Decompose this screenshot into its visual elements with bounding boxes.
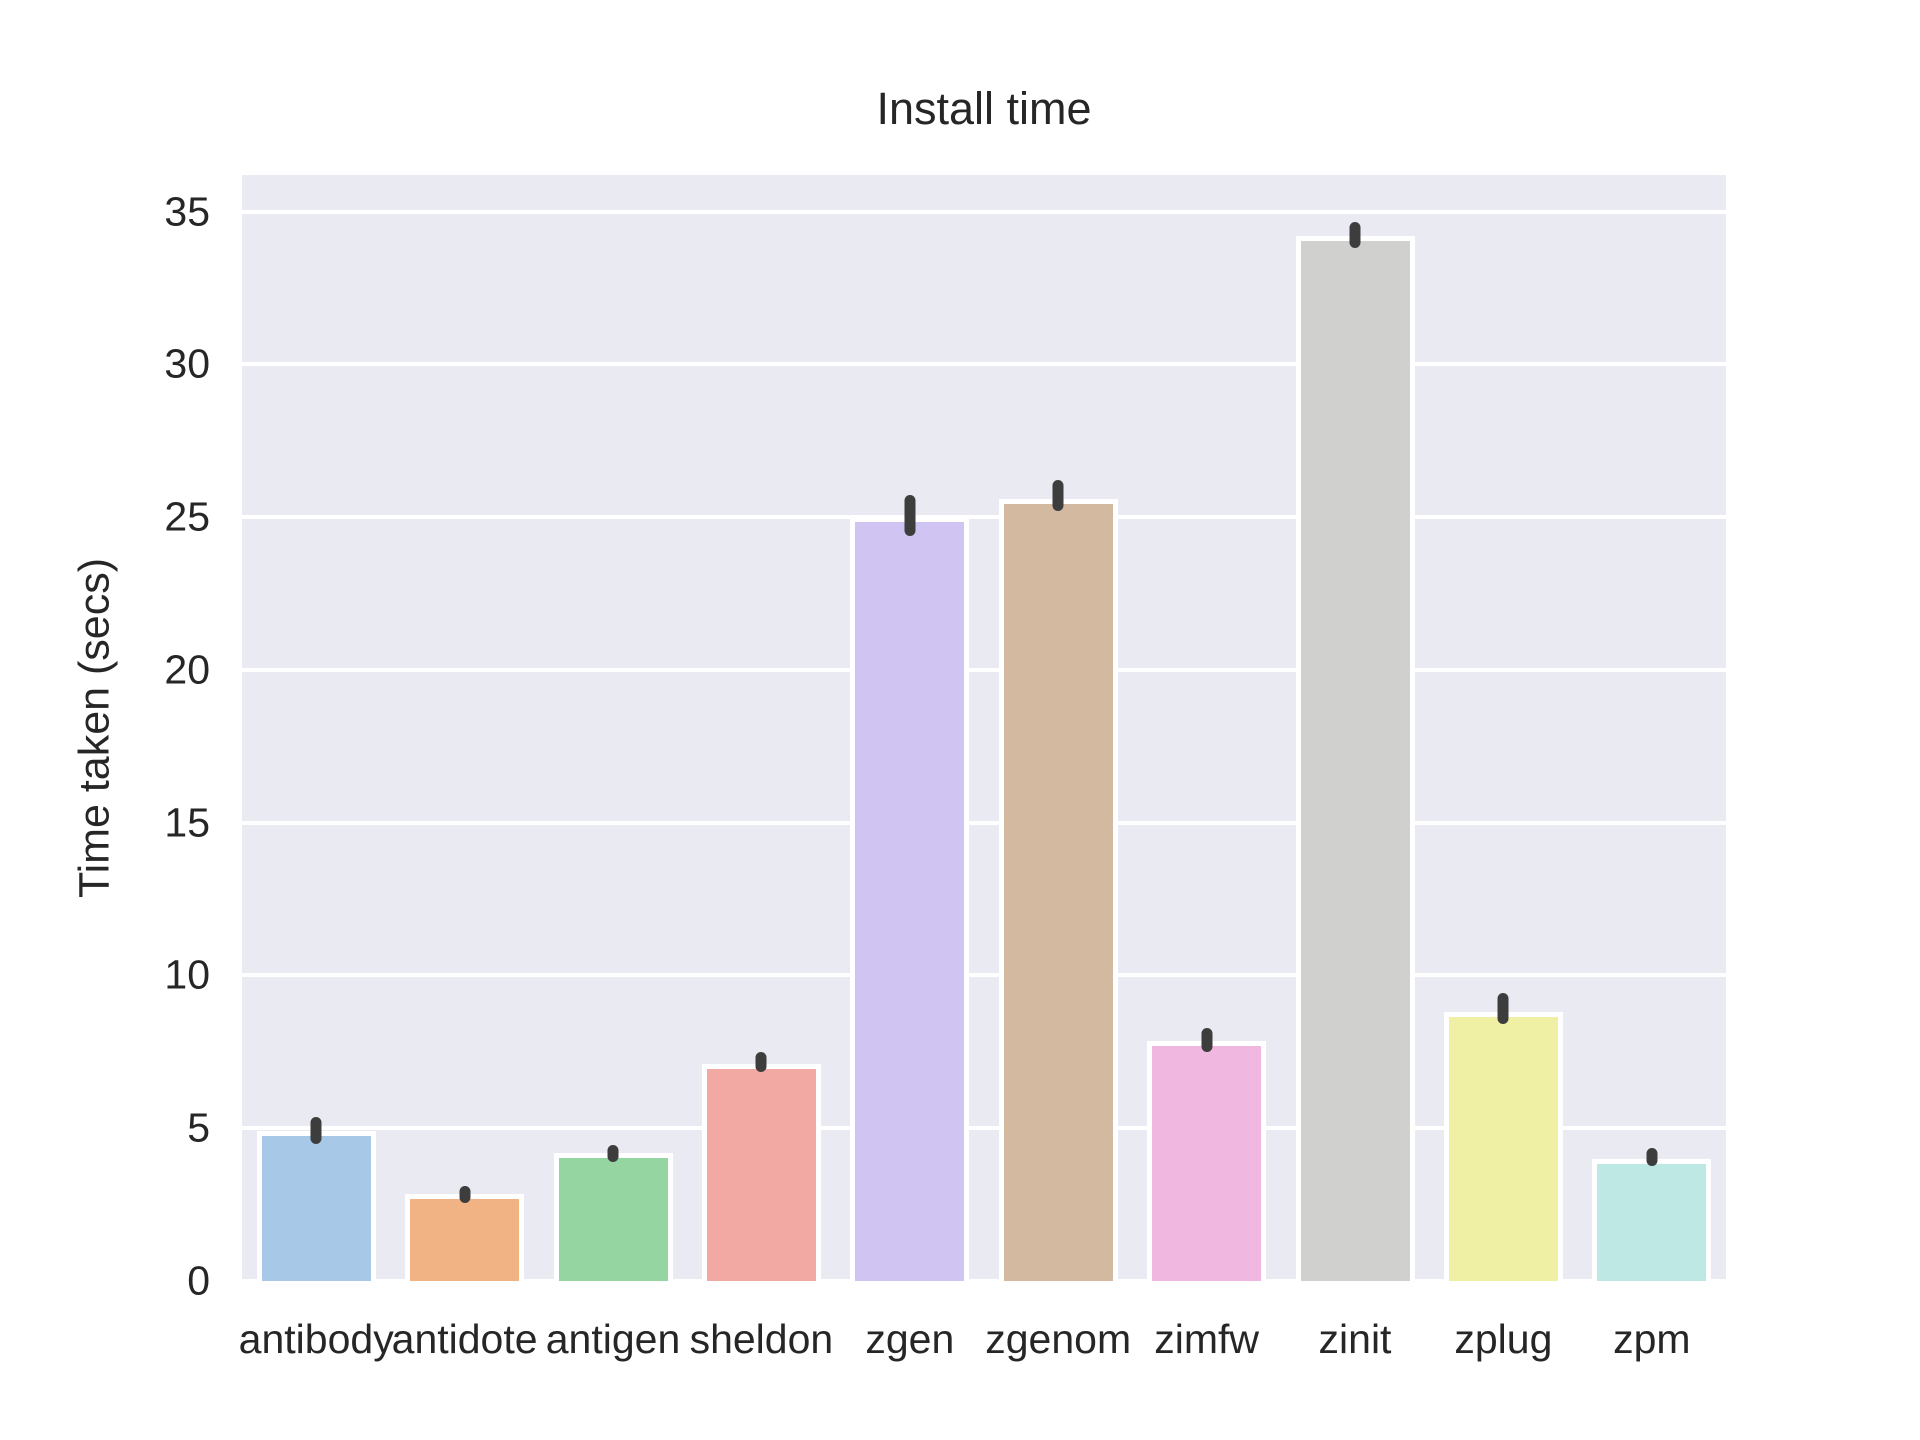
bar-zgen — [850, 517, 969, 1281]
y-tick-label-0: 0 — [187, 1257, 210, 1304]
error-bar-zgenom — [1052, 480, 1064, 511]
error-bar-zpm — [1646, 1148, 1658, 1166]
x-tick-label-zgenom: zgenom — [985, 1316, 1132, 1362]
bar-zplug — [1444, 1012, 1563, 1281]
bar-zimfw — [1147, 1041, 1266, 1281]
error-bar-zplug — [1497, 993, 1509, 1024]
x-tick-label-zinit: zinit — [1318, 1316, 1392, 1362]
x-tick-label-zgen: zgen — [865, 1316, 955, 1362]
error-bar-sheldon — [755, 1052, 767, 1072]
gridline-y-30 — [242, 362, 1726, 367]
x-tick-label-antigen: antigen — [545, 1316, 681, 1362]
gridline-y-35 — [242, 209, 1726, 214]
bar-antidote — [405, 1194, 524, 1281]
error-bar-zimfw — [1201, 1028, 1213, 1052]
error-bar-zgen — [904, 495, 916, 536]
y-tick-label-15: 15 — [164, 799, 210, 846]
x-tick-label-sheldon: sheldon — [689, 1316, 834, 1362]
y-tick-label-30: 30 — [164, 340, 210, 387]
y-tick-label-5: 5 — [187, 1104, 210, 1151]
bar-antigen — [554, 1153, 673, 1281]
gridline-y-20 — [242, 667, 1726, 672]
x-tick-label-zpm: zpm — [1613, 1316, 1691, 1362]
error-bar-antigen — [607, 1145, 619, 1162]
x-tick-label-zimfw: zimfw — [1154, 1316, 1259, 1362]
y-tick-label-35: 35 — [164, 188, 210, 235]
y-tick-label-25: 25 — [164, 493, 210, 540]
bar-antibody — [257, 1131, 376, 1281]
plot-area — [242, 175, 1726, 1283]
gridline-y-25 — [242, 515, 1726, 520]
x-tick-label-antidote: antidote — [391, 1316, 538, 1362]
y-tick-label-10: 10 — [164, 951, 210, 998]
gridline-y-0 — [242, 1279, 1726, 1283]
bar-zpm — [1592, 1159, 1711, 1281]
error-bar-antibody — [310, 1117, 322, 1144]
bar-zinit — [1296, 236, 1415, 1281]
gridline-y-5 — [242, 1126, 1726, 1131]
y-axis-label: Time taken (secs) — [70, 557, 119, 899]
x-tick-label-antibody: antibody — [238, 1316, 394, 1362]
bar-sheldon — [702, 1064, 821, 1281]
error-bar-antidote — [459, 1186, 471, 1203]
x-tick-label-zplug: zplug — [1454, 1316, 1553, 1362]
chart-title: Install time — [876, 83, 1092, 134]
gridline-y-10 — [242, 973, 1726, 978]
y-tick-label-20: 20 — [164, 646, 210, 693]
gridline-y-15 — [242, 820, 1726, 825]
error-bar-zinit — [1349, 222, 1361, 248]
bar-zgenom — [999, 499, 1118, 1281]
